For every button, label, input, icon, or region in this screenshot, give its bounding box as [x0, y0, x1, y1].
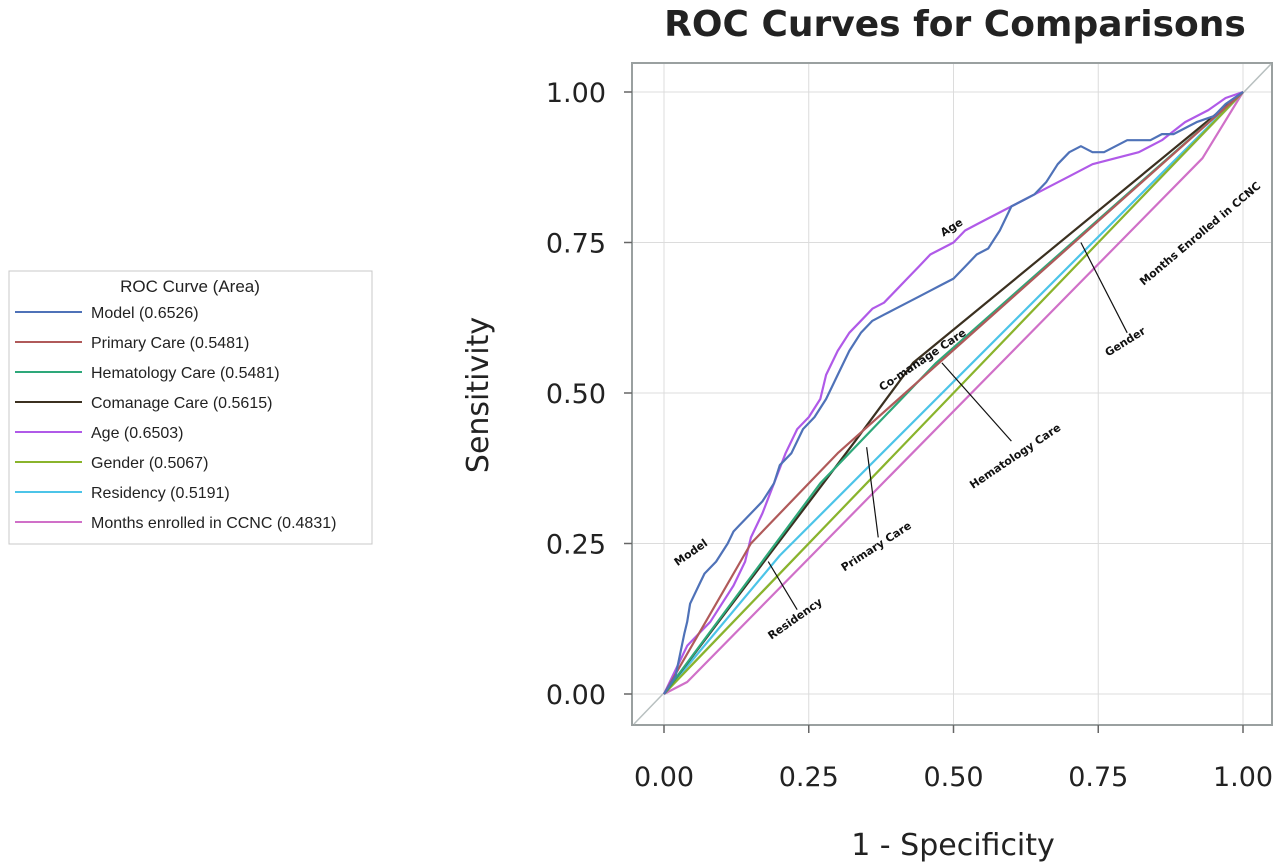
annotation-leader-line — [767, 561, 798, 611]
x-tick-label: 0.50 — [923, 762, 983, 793]
roc-curves — [663, 90, 1244, 695]
legend-label: Age (0.6503) — [91, 425, 184, 442]
legend-label: Primary Care (0.5481) — [91, 335, 249, 352]
legend-label: Comanage Care (0.5615) — [91, 395, 272, 412]
y-tick-label: 0.50 — [546, 379, 606, 410]
roc-curve-series-0 — [663, 91, 1244, 695]
y-tick-label: 1.00 — [546, 78, 606, 109]
legend-items: Model (0.6526) Primary Care (0.5481) Hemat… — [15, 305, 336, 532]
x-tick-label: 0.25 — [779, 762, 839, 793]
legend: ROC Curve (Area) Model (0.6526) Primary C… — [8, 270, 373, 545]
annotation-leader-line — [866, 447, 879, 538]
roc-curve-series-3 — [663, 91, 1244, 695]
x-axis-label: 1 - Specificity — [851, 828, 1055, 863]
legend-label: Model (0.6526) — [91, 305, 199, 322]
legend-label: Residency (0.5191) — [91, 485, 230, 502]
chart-title: ROC Curves for Comparisons — [664, 4, 1246, 45]
x-axis-ticks: 0.00 0.25 0.50 0.75 1.00 — [634, 725, 1273, 793]
legend-box — [8, 270, 373, 545]
y-axis-ticks: 0.00 0.25 0.50 0.75 1.00 — [546, 78, 632, 711]
x-tick-label: 1.00 — [1213, 762, 1273, 793]
roc-curve-series-4 — [663, 90, 1244, 695]
legend-label: Gender (0.5067) — [91, 455, 208, 472]
legend-label: Hematology Care (0.5481) — [91, 365, 280, 382]
x-tick-label: 0.00 — [634, 762, 694, 793]
y-tick-label: 0.00 — [546, 680, 606, 711]
annotation-leader-line — [1080, 242, 1128, 334]
roc-curve-series-6 — [663, 91, 1244, 695]
roc-curve-series-7 — [663, 91, 1244, 695]
roc-curve-series-1 — [663, 91, 1244, 695]
x-tick-label: 0.75 — [1068, 762, 1128, 793]
y-tick-label: 0.25 — [546, 530, 606, 561]
legend-label: Months enrolled in CCNC (0.4831) — [91, 515, 336, 532]
y-axis-label: Sensitivity — [461, 317, 496, 473]
roc-curve-series-5 — [663, 91, 1244, 695]
annotation-leader-line — [941, 362, 1012, 442]
annotation-lines — [767, 242, 1128, 611]
y-tick-label: 0.75 — [546, 229, 606, 260]
legend-title: ROC Curve (Area) — [120, 277, 260, 296]
